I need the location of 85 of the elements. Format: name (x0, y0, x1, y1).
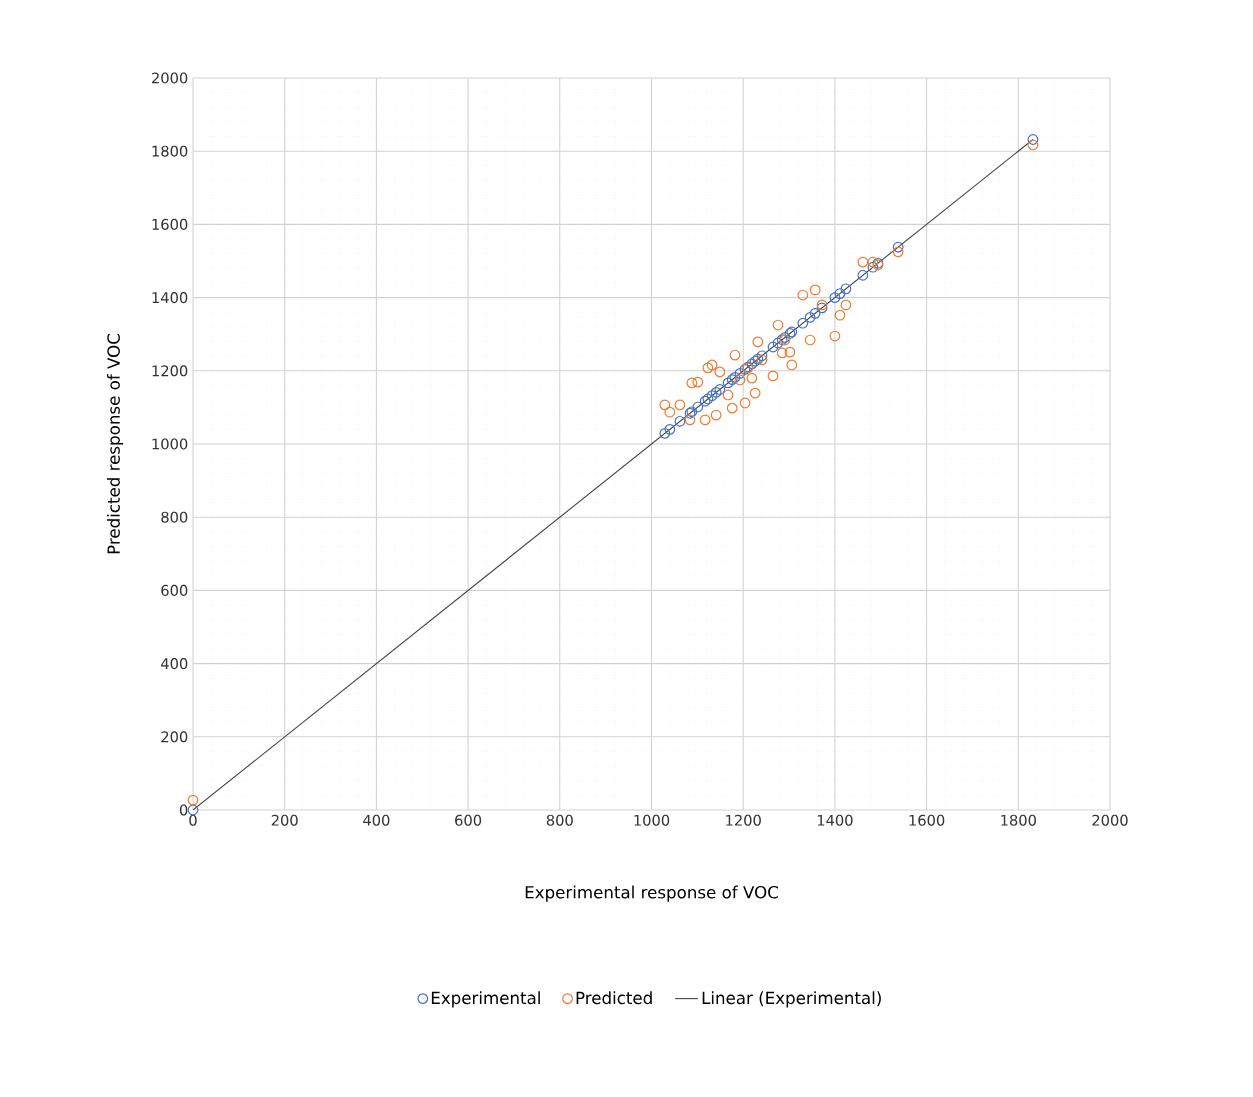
point (776, 347, 788, 359)
point (714, 384, 726, 395)
point (786, 359, 798, 371)
point (702, 362, 714, 374)
point (749, 387, 761, 399)
point (664, 406, 676, 418)
point (1027, 139, 1039, 151)
point (734, 367, 746, 379)
x-axis-title: Experimental response of VOC (525, 885, 778, 902)
x-tick-label: 1800 (1001, 814, 1036, 826)
point (767, 370, 779, 382)
y-tick-label: 600 (161, 584, 188, 596)
point (834, 309, 846, 321)
point (867, 256, 879, 268)
y-tick-label: 1200 (152, 365, 188, 377)
point (784, 346, 796, 358)
point (857, 269, 869, 281)
x-tick-label: 1200 (726, 814, 761, 826)
point (840, 283, 852, 295)
point (710, 409, 722, 421)
y-tick-label: 1800 (152, 145, 188, 157)
point (706, 390, 718, 402)
point (804, 311, 816, 323)
point (674, 399, 686, 411)
point (772, 319, 784, 331)
point (726, 402, 738, 414)
point (867, 261, 879, 273)
point (692, 376, 704, 388)
point (892, 246, 904, 258)
x-tick-label: 1400 (817, 814, 853, 826)
x-tick-label: 1600 (909, 814, 945, 826)
point (187, 794, 199, 806)
legend-label: Predicted (576, 991, 652, 1005)
y-tick-label: 2000 (152, 72, 188, 84)
y-tick-label: 400 (161, 658, 188, 670)
point (809, 307, 821, 319)
point (684, 414, 696, 426)
point (734, 374, 746, 386)
x-tick-label: 800 (546, 814, 573, 826)
point (674, 415, 686, 427)
x-tick-label: 1000 (634, 814, 670, 826)
point (706, 359, 718, 371)
x-tick-label: 200 (271, 814, 298, 826)
legend-label: Linear (Experimental) (702, 991, 881, 1008)
point (699, 414, 711, 426)
point (772, 337, 784, 349)
point (722, 377, 734, 389)
point (857, 256, 869, 268)
point (797, 317, 809, 329)
point (692, 401, 704, 413)
point (767, 341, 779, 353)
point (809, 284, 821, 296)
point (797, 289, 809, 301)
point (829, 292, 841, 303)
x-tick-label: 600 (455, 814, 482, 826)
y-tick-label: 800 (161, 511, 188, 523)
x-tick-label: 2000 (1092, 814, 1128, 826)
point (756, 354, 768, 366)
point (659, 427, 671, 439)
x-tick-label: 0 (189, 814, 197, 826)
point (892, 241, 904, 253)
point (714, 366, 726, 378)
point (659, 399, 671, 411)
y-tick-label: 1400 (152, 292, 188, 304)
point (722, 389, 734, 401)
legend-label: Experimental (431, 991, 540, 1008)
point (834, 288, 846, 299)
point (686, 377, 698, 389)
point (756, 350, 768, 362)
point (829, 330, 841, 342)
y-tick-label: 1600 (152, 218, 188, 230)
point (840, 299, 852, 311)
y-axis-title: Predicted response of VOC (107, 334, 124, 554)
point (804, 334, 816, 346)
y-tick-label: 1000 (152, 438, 188, 450)
y-tick-label: 200 (161, 731, 188, 743)
point (746, 372, 758, 384)
point (752, 336, 764, 348)
y-tick-label: 0 (179, 804, 188, 816)
point (664, 423, 676, 435)
point (729, 349, 741, 361)
point (710, 386, 722, 398)
point (739, 397, 751, 409)
point (1027, 134, 1039, 145)
x-tick-label: 400 (363, 814, 390, 826)
